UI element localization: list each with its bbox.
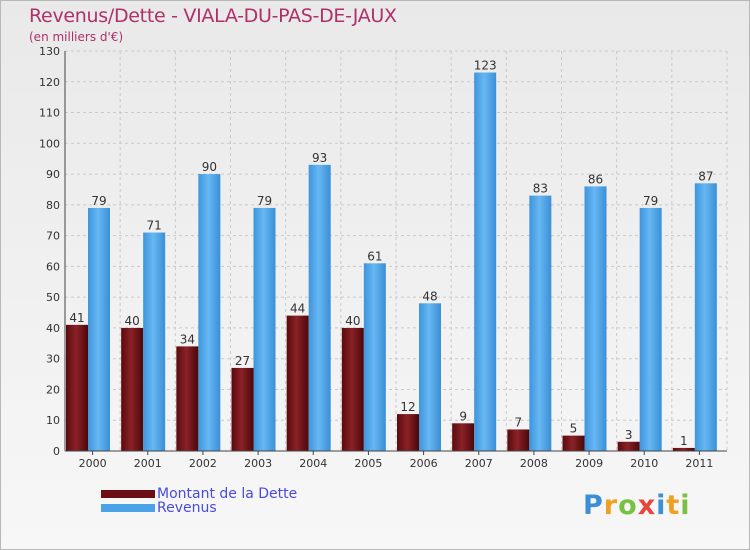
- y-tick-label: 60: [46, 260, 60, 273]
- legend-label-revenus: Revenus: [157, 500, 217, 516]
- data-label-debt: 9: [459, 409, 467, 423]
- y-tick-label: 80: [46, 199, 60, 212]
- legend-item-revenus: Revenus: [101, 500, 297, 516]
- bar-revenus: [529, 195, 552, 451]
- data-label-revenus: 90: [202, 160, 217, 174]
- data-label-revenus: 71: [147, 219, 162, 233]
- bar-debt: [66, 324, 88, 451]
- data-label-debt: 34: [180, 332, 195, 346]
- bar-revenus: [253, 207, 276, 451]
- bar-revenus: [308, 164, 331, 451]
- bar-debt: [341, 327, 364, 451]
- legend-swatch-debt: [101, 490, 155, 498]
- y-tick-label: 90: [46, 168, 60, 181]
- data-label-revenus: 93: [312, 151, 327, 165]
- data-label-revenus: 87: [698, 169, 713, 183]
- bar-debt: [176, 346, 199, 451]
- bar-debt: [452, 423, 475, 451]
- bar-debt: [562, 435, 585, 451]
- x-tick-label: 2010: [630, 457, 658, 470]
- legend-label-debt: Montant de la Dette: [157, 486, 298, 502]
- y-tick-label: 120: [39, 76, 60, 89]
- bar-revenus: [584, 186, 607, 451]
- y-tick-label: 0: [53, 445, 60, 458]
- data-label-debt: 40: [345, 314, 360, 328]
- chart-legend: Montant de la Dette Revenus: [101, 486, 298, 516]
- data-label-debt: 41: [69, 311, 84, 325]
- y-tick-label: 110: [39, 107, 60, 120]
- data-label-debt: 27: [235, 354, 250, 368]
- bar-debt: [286, 315, 309, 451]
- y-tick-label: 40: [46, 322, 60, 335]
- bar-revenus: [694, 183, 717, 452]
- bar-debt: [397, 414, 419, 451]
- bar-debt: [672, 447, 695, 451]
- bar-revenus: [363, 263, 386, 451]
- data-label-debt: 7: [515, 415, 523, 429]
- data-label-debt: 1: [680, 434, 688, 448]
- legend-item-debt: Montant de la Dette: [101, 486, 298, 502]
- bar-debt: [617, 441, 640, 451]
- x-tick-label: 2011: [685, 457, 713, 470]
- x-tick-label: 2006: [410, 457, 438, 470]
- legend-swatch-revenus: [101, 504, 155, 512]
- bar-debt: [231, 367, 254, 451]
- bar-revenus: [419, 303, 441, 451]
- x-tick-label: 2002: [189, 457, 217, 470]
- y-tick-label: 50: [46, 291, 60, 304]
- y-tick-label: 100: [39, 137, 60, 150]
- x-tick-label: 2001: [134, 457, 162, 470]
- y-tick-label: 70: [46, 230, 60, 243]
- data-label-revenus: 83: [533, 182, 548, 196]
- data-label-revenus: 86: [588, 172, 603, 186]
- bar-revenus: [474, 72, 497, 452]
- data-label-revenus: 79: [643, 194, 658, 208]
- data-label-revenus: 123: [474, 59, 497, 73]
- data-label-debt: 44: [290, 302, 305, 316]
- data-label-revenus: 79: [91, 194, 106, 208]
- chart-subtitle: (en milliers d'€): [29, 30, 124, 44]
- y-tick-label: 30: [46, 353, 60, 366]
- y-tick-label: 20: [46, 383, 60, 396]
- data-label-revenus: 61: [367, 249, 382, 263]
- x-tick-label: 2008: [520, 457, 548, 470]
- bar-revenus: [198, 174, 221, 452]
- x-tick-label: 2004: [299, 457, 327, 470]
- y-tick-label: 130: [39, 45, 60, 58]
- x-tick-label: 2000: [79, 457, 107, 470]
- bar-debt: [507, 429, 530, 451]
- data-label-revenus: 48: [422, 289, 437, 303]
- proxiti-logo: Proxiti: [583, 490, 691, 521]
- data-label-debt: 3: [625, 428, 633, 442]
- data-label-debt: 40: [125, 314, 140, 328]
- bar-revenus: [143, 232, 166, 451]
- x-tick-label: 2009: [575, 457, 603, 470]
- x-tick-label: 2003: [244, 457, 272, 470]
- data-label-revenus: 79: [257, 194, 272, 208]
- data-label-debt: 5: [570, 422, 578, 436]
- bar-revenus: [88, 207, 110, 451]
- chart-title: Revenus/Dette - VIALA-DU-PAS-DE-JAUX: [29, 5, 397, 27]
- bar-debt: [121, 327, 144, 451]
- bar-revenus: [639, 207, 662, 451]
- x-tick-label: 2005: [354, 457, 382, 470]
- data-label-debt: 12: [400, 400, 415, 414]
- x-tick-label: 2007: [465, 457, 493, 470]
- y-tick-label: 10: [46, 414, 60, 427]
